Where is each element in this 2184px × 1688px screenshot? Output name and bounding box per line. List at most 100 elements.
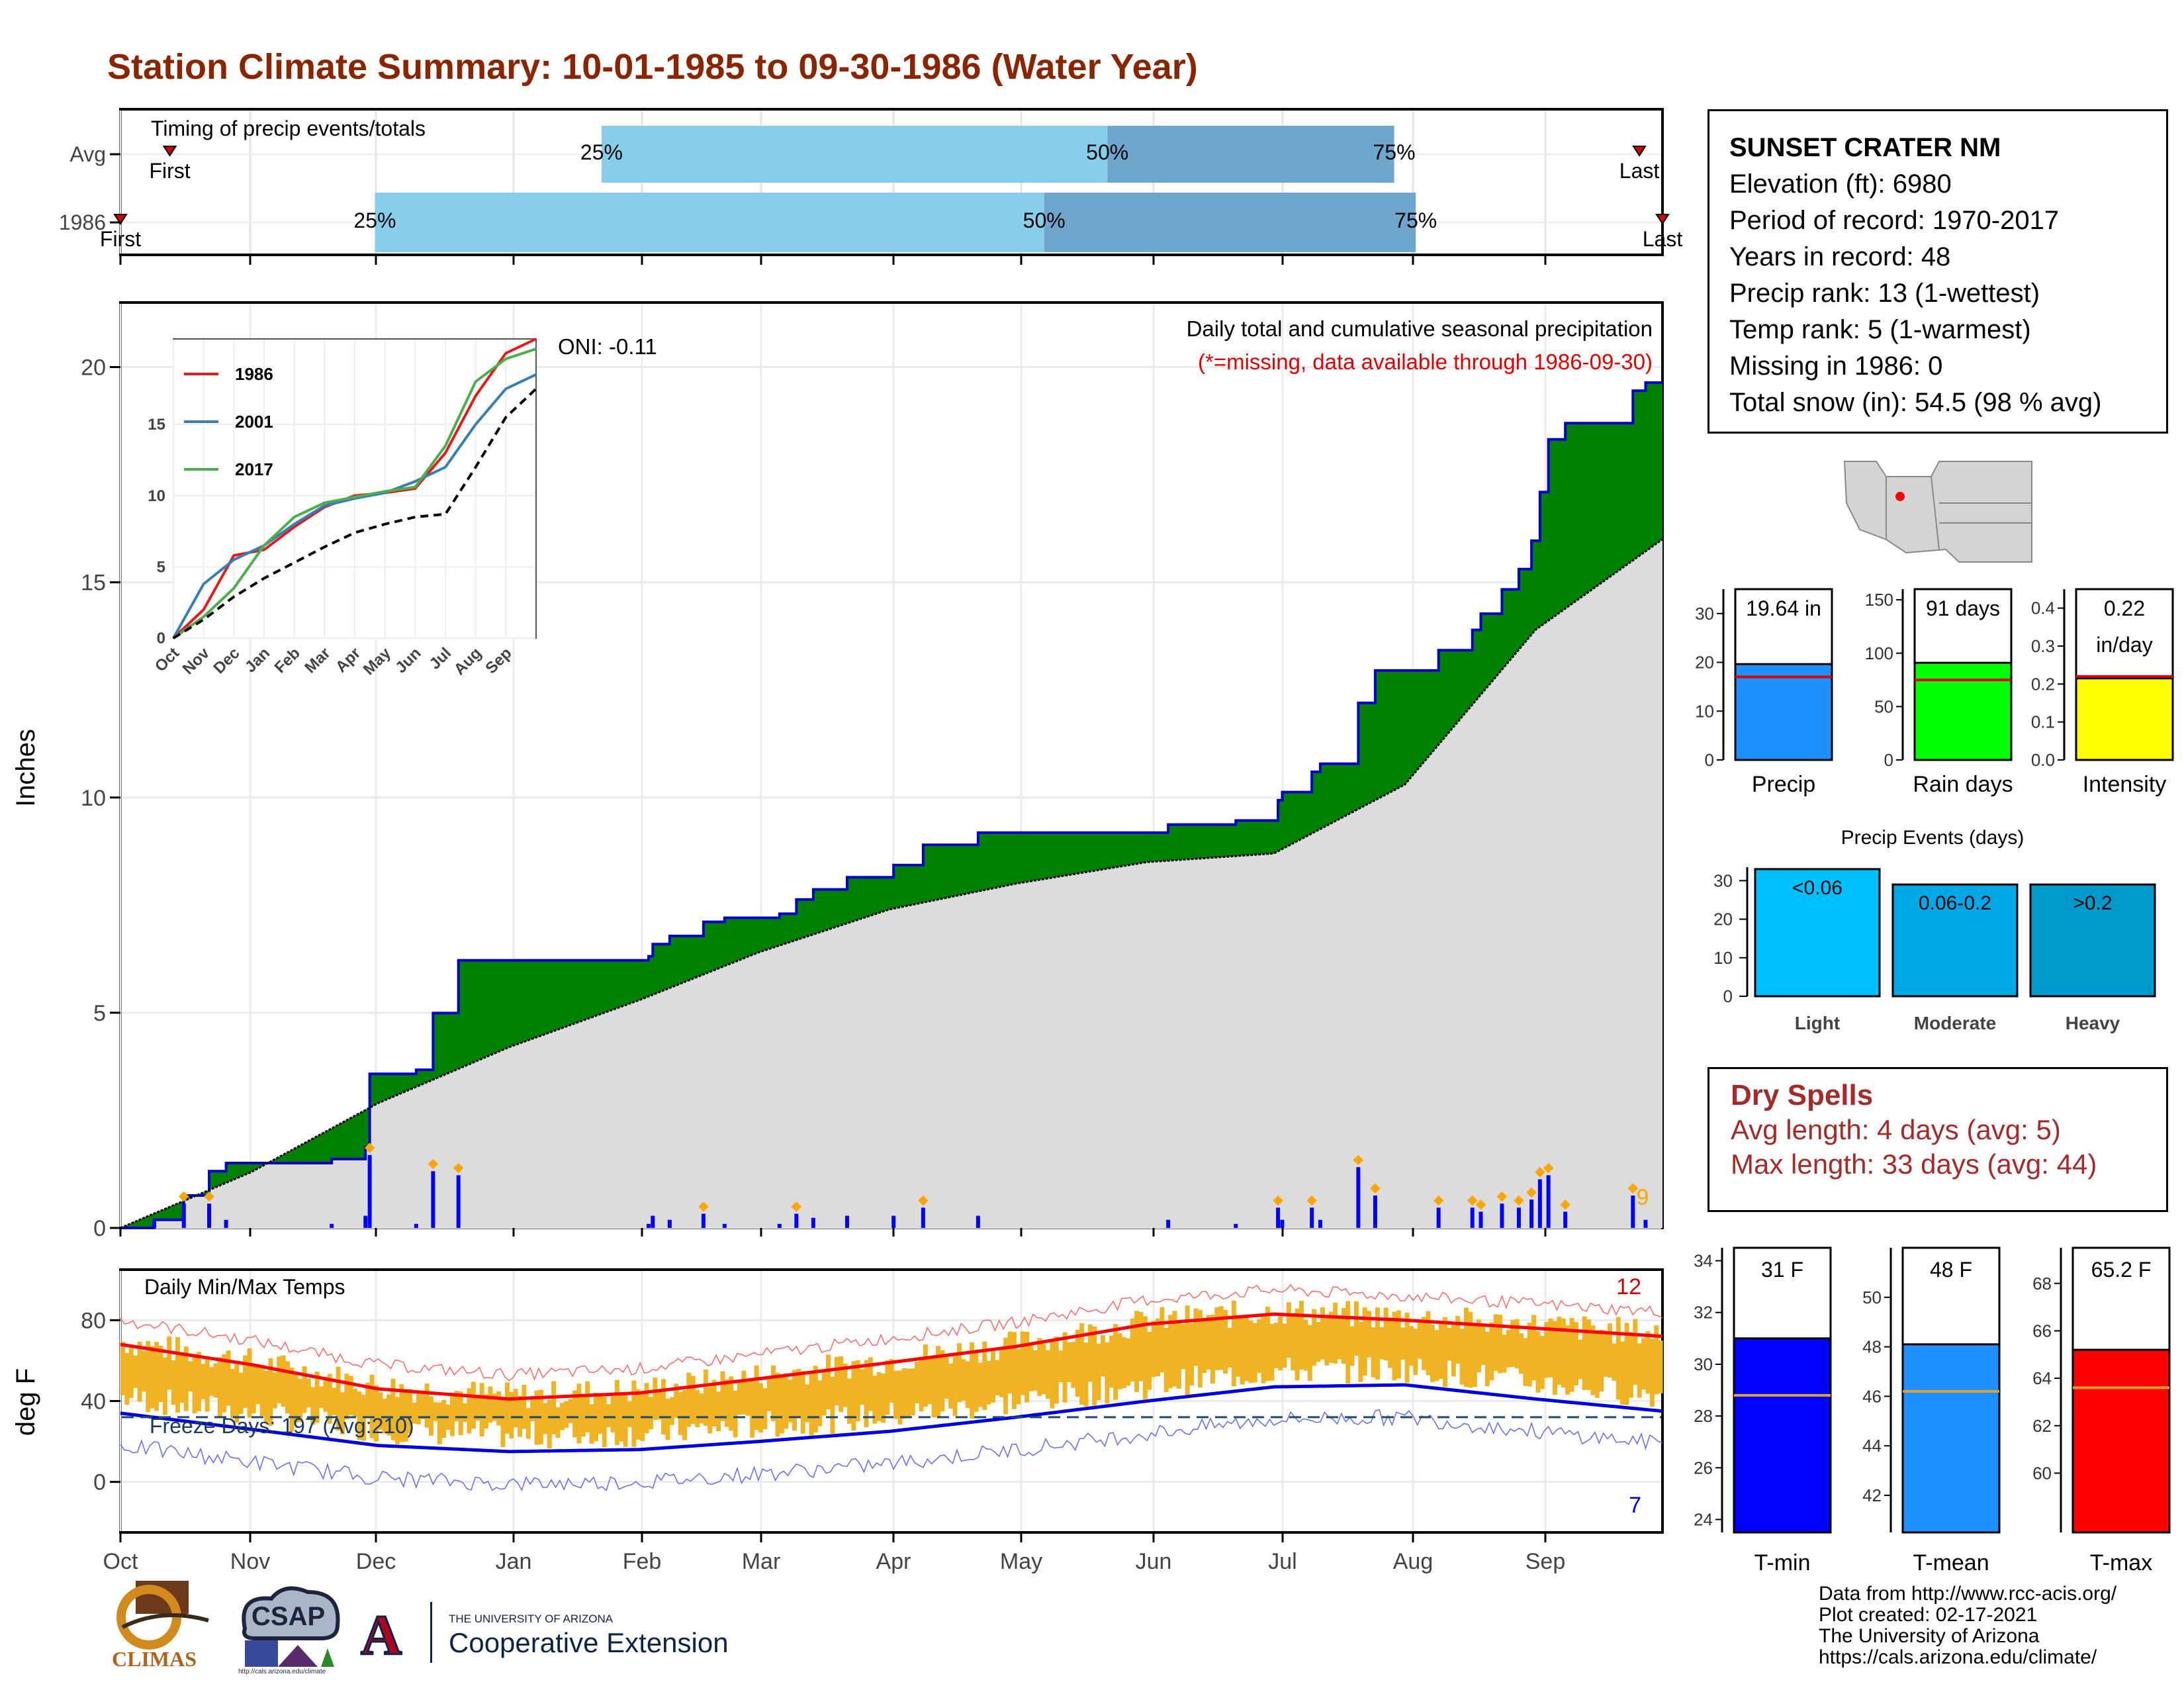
daily-temp-range-bar bbox=[1565, 1325, 1570, 1395]
daily-precip-bar bbox=[330, 1223, 334, 1228]
daily-temp-range-bar bbox=[196, 1352, 201, 1411]
daily-temp-range-bar bbox=[897, 1370, 903, 1425]
oni-label: ONI: -0.11 bbox=[558, 334, 657, 359]
climas-logo: CLIMAS bbox=[109, 1581, 218, 1680]
daily-precip-bar bbox=[667, 1219, 672, 1228]
daily-temp-range-bar bbox=[1050, 1341, 1055, 1409]
daily-temp-range-bar bbox=[784, 1373, 789, 1429]
daily-temp-range-bar bbox=[167, 1336, 172, 1389]
daily-temp-range-bar bbox=[238, 1372, 244, 1415]
daily-temp-range-bar bbox=[915, 1362, 920, 1404]
daily-temp-range-bar bbox=[433, 1402, 438, 1421]
daily-temp-range-bar bbox=[906, 1368, 911, 1419]
temp-bar-y-tick-label: 48 bbox=[1862, 1337, 1882, 1357]
daily-temp-range-bar bbox=[205, 1358, 210, 1412]
daily-temp-range-bar bbox=[1539, 1336, 1545, 1389]
temp-bar-value-label: 65.2 F bbox=[2091, 1258, 2152, 1282]
daily-precip-bar bbox=[152, 1219, 157, 1228]
daily-temp-range-bar bbox=[635, 1389, 641, 1440]
precip-count-label: 9 bbox=[1637, 1185, 1649, 1210]
daily-temp-range-bar bbox=[424, 1383, 430, 1428]
percentile-bar-upper bbox=[1044, 193, 1416, 252]
daily-temp-range-bar bbox=[598, 1395, 603, 1434]
daily-temp-range-bar bbox=[158, 1346, 163, 1403]
daily-temp-range-bar bbox=[885, 1360, 890, 1415]
daily-temp-range-bar bbox=[1011, 1332, 1017, 1409]
bar-y-tick-label: 0.1 bbox=[2031, 712, 2055, 732]
daily-temp-range-bar bbox=[876, 1372, 882, 1421]
daily-precip-bar bbox=[1546, 1175, 1551, 1228]
event-category-label: Moderate bbox=[1914, 1013, 1996, 1033]
daily-temp-range-bar bbox=[758, 1383, 763, 1433]
state-map bbox=[1840, 461, 2032, 563]
daily-temp-range-bar bbox=[1176, 1322, 1181, 1389]
daily-temp-range-bar bbox=[467, 1388, 472, 1434]
daily-temp-range-bar bbox=[323, 1376, 328, 1412]
daily-temp-range-bar bbox=[1041, 1343, 1046, 1395]
daily-temp-range-bar bbox=[1371, 1327, 1376, 1378]
daily-temp-range-bar bbox=[226, 1350, 231, 1406]
dry-spells-panel: Dry Spells Avg length: 4 days (avg: 5) M… bbox=[1707, 1067, 2168, 1212]
snow-marker bbox=[918, 1195, 929, 1206]
daily-precip-bar bbox=[891, 1215, 896, 1228]
daily-temp-range-bar bbox=[1345, 1301, 1351, 1384]
month-tick-label: Aug bbox=[1393, 1549, 1433, 1574]
bar-y-tick-label: 0.4 bbox=[2031, 598, 2055, 618]
daily-temp-range-bar bbox=[745, 1379, 751, 1416]
daily-temp-range-bar bbox=[162, 1357, 167, 1415]
avg-cumulative-line bbox=[120, 538, 1663, 1229]
daily-temp-range-bar bbox=[961, 1359, 966, 1401]
daily-temp-range-bar bbox=[1548, 1318, 1553, 1378]
y-tick-label: 20 bbox=[81, 355, 106, 381]
percentile-25-label: 25% bbox=[580, 140, 623, 164]
temp-ylabel: deg F bbox=[11, 1368, 40, 1436]
daily-temp-range-bar bbox=[1628, 1332, 1633, 1398]
daily-temp-range-bar bbox=[901, 1368, 907, 1419]
temp-bar-category-label: T-min bbox=[1754, 1550, 1811, 1575]
footer: Data from http://www.rcc-acis.org/ Plot … bbox=[1819, 1583, 2116, 1668]
daily-temp-range-bar bbox=[201, 1364, 206, 1399]
month-tick-label: Oct bbox=[103, 1549, 138, 1574]
first-event-marker bbox=[162, 146, 177, 157]
station-line: Missing in 1986: 0 bbox=[1729, 352, 1943, 381]
daily-temp-range-bar bbox=[602, 1396, 607, 1448]
daily-temp-range-bar bbox=[805, 1384, 810, 1423]
daily-temp-range-bar bbox=[420, 1393, 426, 1419]
daily-temp-range-bar bbox=[222, 1354, 227, 1413]
daily-temp-range-bar bbox=[1603, 1331, 1608, 1377]
temp-bar-y-tick-label: 50 bbox=[1862, 1288, 1882, 1307]
daily-temp-range-bar bbox=[995, 1360, 1000, 1395]
daily-temp-range-bar bbox=[449, 1393, 455, 1436]
daily-temp-range-bar bbox=[513, 1389, 518, 1428]
snow-marker bbox=[1273, 1195, 1283, 1206]
daily-temp-range-bar bbox=[1484, 1331, 1490, 1387]
bar-y-tick-label: 0.0 bbox=[2031, 750, 2055, 770]
daily-temp-range-bar bbox=[644, 1383, 649, 1434]
daily-temp-range-bar bbox=[800, 1371, 805, 1434]
daily-temp-range-bar bbox=[247, 1348, 252, 1418]
daily-temp-range-bar bbox=[1307, 1325, 1312, 1381]
daily-temp-range-bar bbox=[394, 1397, 400, 1444]
daily-temp-range-bar bbox=[1028, 1344, 1034, 1391]
temp-y-tick-label: 80 bbox=[81, 1308, 106, 1333]
freeze-days-label: Freeze Days: 197 (Avg:210) bbox=[150, 1414, 414, 1438]
cold-count-label: 7 bbox=[1629, 1493, 1641, 1518]
daily-temp-range-bar bbox=[1612, 1343, 1617, 1381]
daily-temp-range-bar bbox=[1641, 1338, 1647, 1390]
daily-temp-range-bar bbox=[627, 1401, 633, 1427]
daily-temp-range-bar bbox=[344, 1374, 349, 1420]
daily-temp-range-bar bbox=[965, 1361, 970, 1409]
last-event-marker bbox=[1655, 214, 1670, 225]
daily-temp-range-bar bbox=[543, 1403, 548, 1434]
daily-temp-range-bar bbox=[488, 1386, 493, 1423]
temp-bar-y-tick-label: 42 bbox=[1862, 1485, 1882, 1505]
daily-temp-range-bar bbox=[703, 1369, 708, 1427]
daily-temp-range-bar bbox=[1349, 1326, 1355, 1366]
daily-temp-range-bar bbox=[213, 1363, 218, 1398]
daily-temp-range-bar bbox=[1463, 1307, 1469, 1387]
summary-bar bbox=[1913, 661, 2013, 761]
daily-temp-range-bar bbox=[1434, 1330, 1439, 1382]
month-tick-label: Feb bbox=[623, 1549, 662, 1574]
daily-temp-range-bar bbox=[340, 1392, 345, 1434]
ua-logo-letter: A bbox=[359, 1603, 402, 1668]
